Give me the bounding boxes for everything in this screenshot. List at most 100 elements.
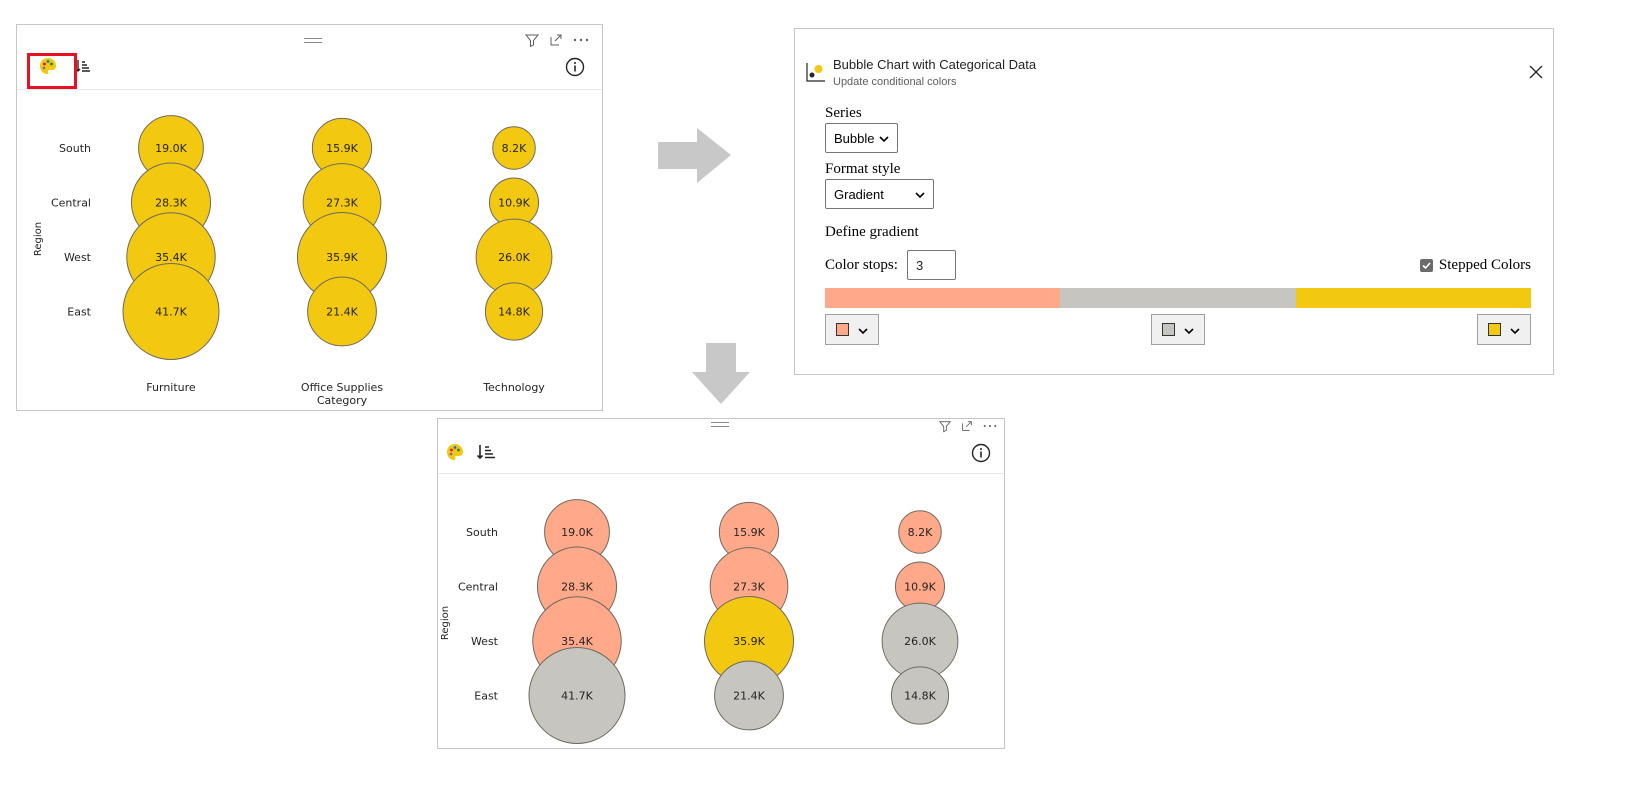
bubble-chart-bottom: South Central West East Region 19.0K 28.3K 35.4… — [440, 499, 959, 744]
row-label: East — [67, 306, 91, 319]
bubble-data-label: 14.8K — [498, 306, 530, 319]
visual-header — [524, 32, 590, 48]
gradient-segment — [825, 288, 1061, 308]
category-label: Furniture — [146, 381, 196, 394]
palette-icon — [445, 442, 465, 466]
filter-icon[interactable] — [524, 32, 540, 48]
gradient-segment — [1295, 288, 1531, 308]
row-label: Central — [51, 197, 91, 210]
bubble-data-label: 26.0K — [904, 635, 936, 648]
bubble-data-label: 21.4K — [733, 690, 765, 703]
row-label: East — [474, 690, 498, 703]
series-select-value: Bubble — [834, 130, 875, 146]
bubble-data-label: 35.9K — [733, 635, 765, 648]
gradient-segment — [1060, 288, 1296, 308]
chevron-down-icon — [1184, 320, 1194, 339]
info-button[interactable] — [970, 443, 992, 467]
drag-handle[interactable] — [711, 422, 729, 427]
palette-button[interactable] — [444, 443, 466, 465]
bubble-chart-visual-after[interactable]: South Central West East Region 19.0K 28.3K 35.4… — [437, 418, 1005, 749]
visual-toolbar — [438, 433, 1004, 474]
color-stop-1-picker[interactable] — [825, 314, 879, 345]
bubble[interactable] — [898, 510, 942, 554]
down-arrow-icon — [692, 343, 750, 404]
dialog-title: Bubble Chart with Categorical Data — [833, 57, 1037, 72]
category-label: Technology — [482, 381, 545, 394]
bubble-data-label: 28.3K — [155, 197, 187, 210]
color-swatch — [1162, 323, 1175, 336]
stepped-colors-checkbox[interactable] — [1419, 259, 1433, 272]
bubble-data-label: 10.9K — [904, 581, 936, 594]
bubble-chart-visual-before[interactable]: South Central West East Region Furniture Offic… — [16, 24, 603, 411]
dialog-subtitle: Update conditional colors — [833, 76, 957, 88]
bubble-data-label: 10.9K — [498, 197, 530, 210]
bubble[interactable] — [528, 647, 626, 744]
bubble[interactable] — [122, 263, 220, 360]
format-style-label: Format style — [825, 161, 901, 177]
sort-button[interactable] — [475, 444, 497, 464]
chevron-down-icon — [858, 320, 868, 339]
bubble[interactable] — [307, 276, 377, 347]
color-stop-2-picker[interactable] — [1151, 314, 1205, 345]
format-style-select-value: Gradient — [834, 186, 884, 202]
bubble-chart-top: South Central West East Region Furniture Offic… — [33, 115, 553, 407]
row-label: West — [471, 635, 499, 648]
close-button[interactable] — [1527, 63, 1545, 81]
bubble[interactable] — [714, 660, 784, 731]
row-label: Central — [458, 581, 498, 594]
category-label: Office Supplies — [301, 381, 383, 394]
bubble-data-label: 26.0K — [498, 251, 530, 264]
drag-handle[interactable] — [304, 38, 322, 43]
bubble-data-label: 15.9K — [733, 526, 765, 539]
info-icon — [971, 443, 991, 467]
bubble[interactable] — [484, 282, 544, 341]
color-swatch — [836, 323, 849, 336]
color-stops-input[interactable]: 3 — [907, 250, 956, 280]
bubble-data-label: 35.4K — [155, 251, 187, 264]
right-arrow-icon — [658, 128, 731, 183]
focus-mode-icon[interactable] — [548, 32, 564, 48]
define-gradient-label: Define gradient — [825, 224, 919, 240]
info-button[interactable] — [564, 57, 586, 81]
bubble-data-label: 8.2K — [502, 142, 527, 155]
palette-button[interactable] — [37, 57, 59, 79]
bubble-data-label: 21.4K — [326, 306, 358, 319]
bubble[interactable] — [890, 666, 950, 725]
row-label: South — [466, 526, 498, 539]
bubble-data-label: 27.3K — [326, 197, 358, 210]
bubble-data-label: 41.7K — [155, 306, 187, 319]
bubble-data-label: 35.9K — [326, 251, 358, 264]
series-select[interactable]: Bubble — [825, 123, 898, 153]
bubble-data-label: 41.7K — [561, 690, 593, 703]
stepped-colors-label: Stepped Colors — [1438, 257, 1531, 273]
focus-mode-icon[interactable] — [960, 419, 974, 433]
series-label: Series — [825, 105, 862, 121]
palette-highlight-box — [27, 53, 77, 89]
color-stops-value: 3 — [916, 257, 924, 273]
palette-icon — [38, 56, 58, 80]
close-icon — [1527, 65, 1545, 85]
conditional-colors-dialog: Bubble Chart with Categorical Data Updat… — [794, 28, 1554, 375]
color-stops-label: Color stops: — [825, 257, 898, 273]
filter-icon[interactable] — [938, 419, 952, 433]
bubble-data-label: 28.3K — [561, 581, 593, 594]
bubble-chart-icon — [806, 62, 826, 86]
color-stop-3-picker[interactable] — [1477, 314, 1531, 345]
bubble-data-label: 15.9K — [326, 142, 358, 155]
visual-toolbar — [17, 49, 602, 90]
row-label: South — [59, 142, 91, 155]
stepped-colors-toggle[interactable]: Stepped Colors — [1419, 257, 1531, 274]
bubble-data-label: 8.2K — [908, 526, 933, 539]
chevron-down-icon — [1510, 320, 1520, 339]
gradient-preview-bar — [825, 288, 1531, 308]
format-style-select[interactable]: Gradient — [825, 179, 934, 209]
sort-icon — [476, 443, 496, 465]
color-swatch — [1488, 323, 1501, 336]
bubble[interactable] — [492, 126, 536, 170]
chevron-down-icon — [915, 187, 925, 202]
bubble-data-label: 19.0K — [561, 526, 593, 539]
info-icon — [565, 57, 585, 81]
more-options-icon[interactable] — [572, 32, 590, 48]
visual-header — [938, 419, 998, 433]
more-options-icon[interactable] — [982, 419, 998, 433]
